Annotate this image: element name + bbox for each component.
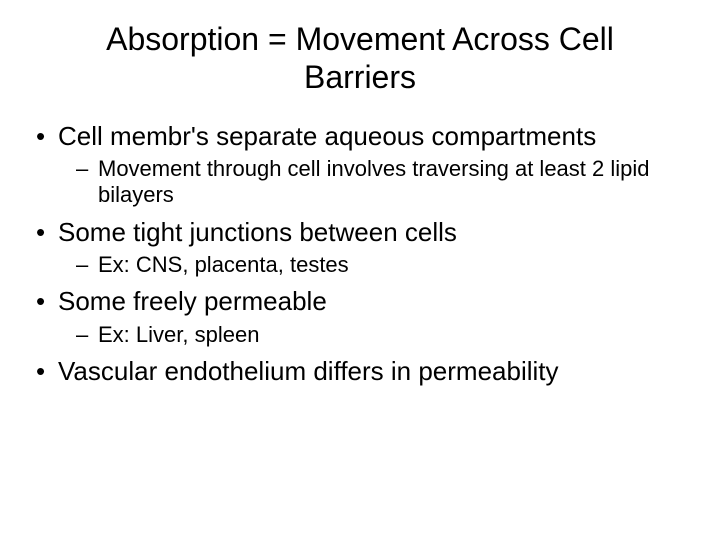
bullet-level1: Some freely permeable xyxy=(30,286,690,317)
slide-title: Absorption = Movement Across Cell Barrie… xyxy=(30,20,690,97)
bullet-list: Cell membr's separate aqueous compartmen… xyxy=(30,121,690,387)
bullet-level1: Cell membr's separate aqueous compartmen… xyxy=(30,121,690,152)
bullet-level1: Some tight junctions between cells xyxy=(30,217,690,248)
bullet-level1: Vascular endothelium differs in permeabi… xyxy=(30,356,690,387)
bullet-level2: Ex: CNS, placenta, testes xyxy=(30,252,690,278)
bullet-level2: Movement through cell involves traversin… xyxy=(30,156,690,209)
bullet-level2: Ex: Liver, spleen xyxy=(30,322,690,348)
